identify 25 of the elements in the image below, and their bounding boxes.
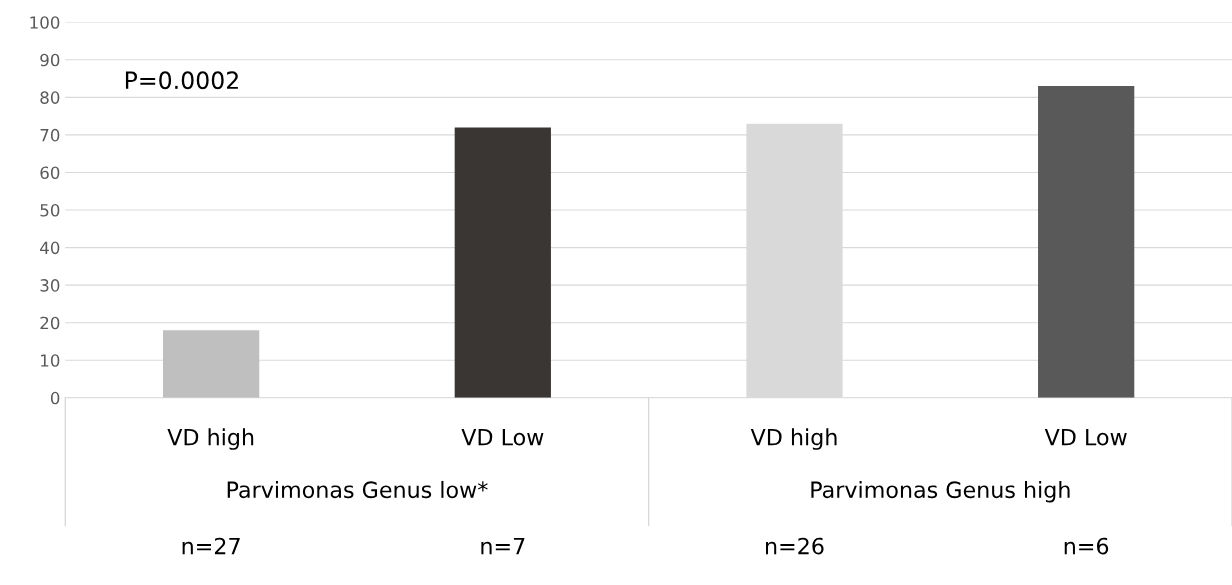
x-tick-label: VD Low <box>1044 429 1127 446</box>
text: Parvimonas Genus high <box>811 480 1070 503</box>
y-tick-label: 10 <box>41 354 60 367</box>
bar <box>1038 86 1135 398</box>
y-tick-label: 50 <box>40 203 60 217</box>
bar <box>163 330 260 398</box>
bar <box>454 127 551 398</box>
text: n=26 <box>766 537 824 555</box>
text: n=27 <box>182 537 240 555</box>
y-tick-label: 0 <box>50 391 60 405</box>
text: Parvimonas Genus low* <box>227 480 488 499</box>
y-tick-label: 60 <box>40 166 60 180</box>
y-tick-label: 40 <box>40 241 60 255</box>
text: n=7 <box>481 537 525 555</box>
y-tick-label: 80 <box>40 91 60 104</box>
y-tick-label: 90 <box>40 53 60 67</box>
text: n=6 <box>1064 537 1109 555</box>
y-tick-label: 70 <box>40 128 60 142</box>
y-tick-label: 100 <box>30 16 60 29</box>
x-tick-label: VD high <box>750 428 837 450</box>
y-tick-label: 20 <box>40 316 60 330</box>
x-tick-label: VD Low <box>461 429 544 446</box>
y-tick-label: 30 <box>40 279 60 292</box>
x-tick-label: VD high <box>167 428 254 450</box>
annotation: P=0.0002 <box>125 71 238 90</box>
